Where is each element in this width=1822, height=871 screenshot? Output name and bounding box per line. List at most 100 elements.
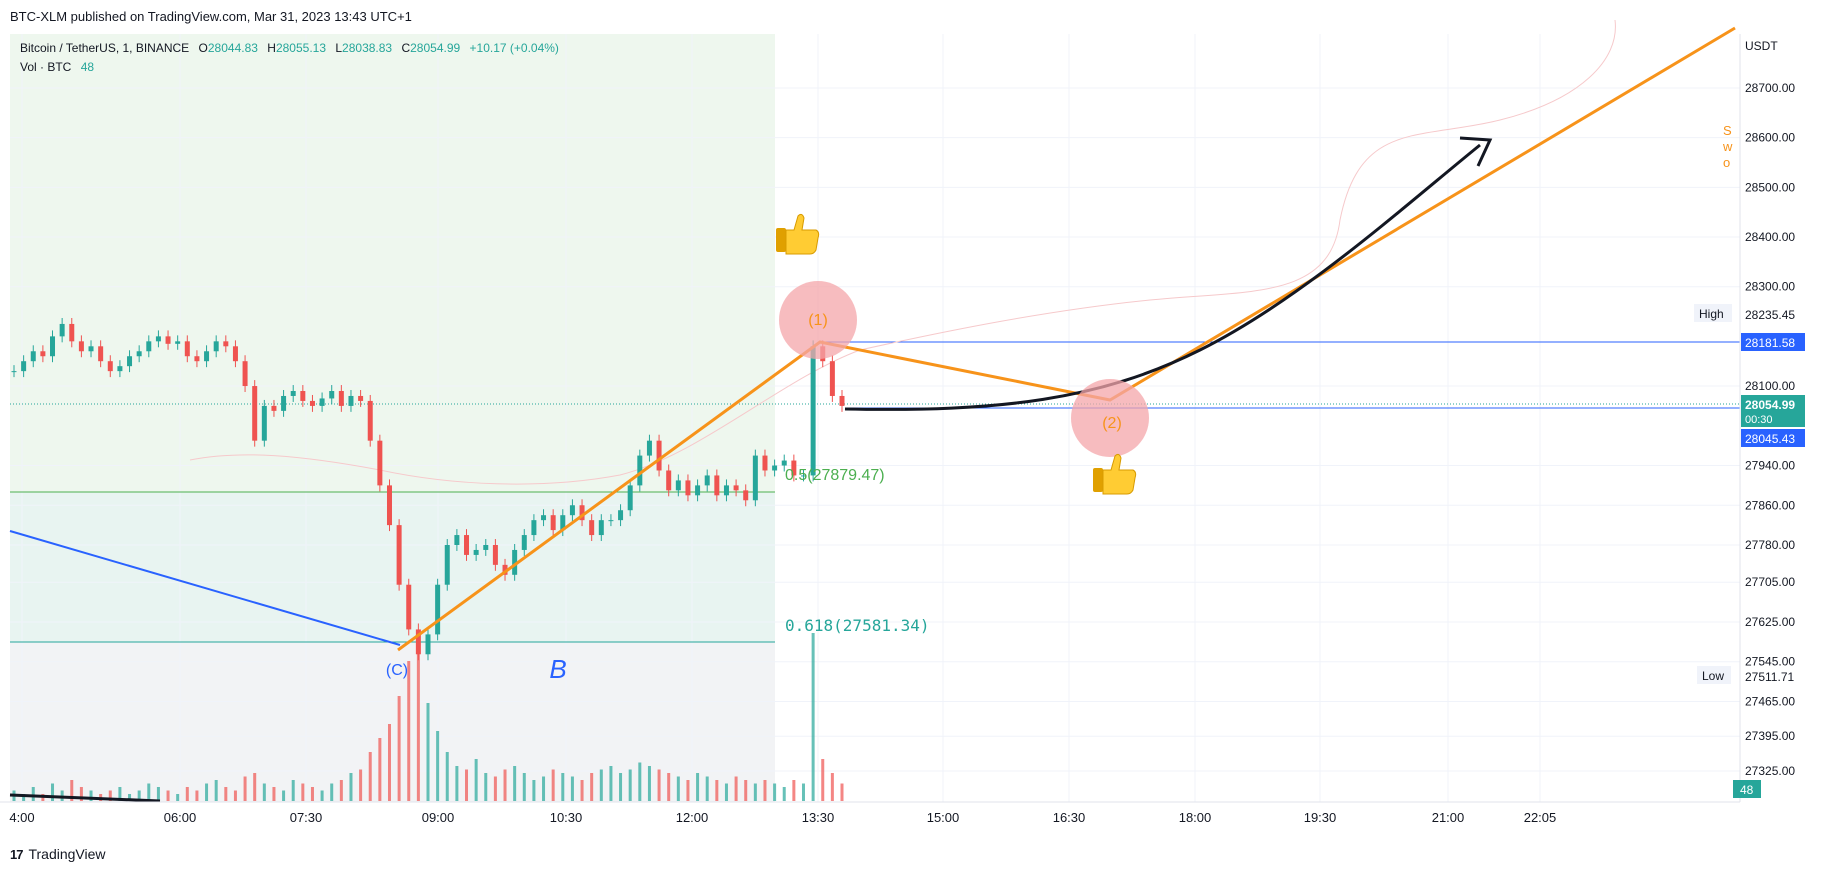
volume-bar <box>686 780 690 801</box>
candle-body <box>50 336 56 357</box>
volume-bar <box>503 769 507 801</box>
candle-body <box>204 351 210 362</box>
publish-header: BTC-XLM published on TradingView.com, Ma… <box>0 0 1822 34</box>
candle-body <box>512 549 518 575</box>
candle-body <box>69 323 75 342</box>
candle-body <box>560 515 566 531</box>
open-value: 28044.83 <box>208 41 258 55</box>
candle-body <box>541 515 547 521</box>
price-tick: 28700.00 <box>1745 81 1795 95</box>
candle-body <box>656 440 662 471</box>
candle-body <box>781 460 787 466</box>
time-tick: 18:00 <box>1179 810 1212 825</box>
volume-bar <box>773 783 777 801</box>
candle-body <box>521 535 527 550</box>
volume-bar <box>532 780 536 801</box>
low-tag-label: Low <box>1702 669 1724 683</box>
candle-body <box>772 465 778 471</box>
candle-body <box>464 535 470 555</box>
volume-bar <box>89 790 93 801</box>
volume-bar <box>262 783 266 801</box>
candle-body <box>743 490 749 501</box>
volume-bar <box>118 787 122 801</box>
candle-body <box>252 386 258 441</box>
candle-body <box>646 440 652 456</box>
candle-body <box>704 475 710 486</box>
volume-bar <box>272 787 276 801</box>
volume-badge-value: 48 <box>1740 783 1754 797</box>
volume-bar <box>465 769 469 801</box>
volume-badge <box>1733 780 1761 798</box>
candle-body <box>223 341 229 347</box>
candle-body <box>117 366 123 372</box>
volume-bars <box>12 633 844 801</box>
volume-bar <box>792 780 796 801</box>
price-tick: 27860.00 <box>1745 498 1795 512</box>
candle-body <box>733 485 739 491</box>
thumbs-up-icon <box>776 213 820 255</box>
candle-body <box>396 525 402 585</box>
candle-body <box>78 341 84 352</box>
volume-bar <box>551 769 555 801</box>
candle-body <box>155 336 161 342</box>
candle-body <box>829 361 835 396</box>
candle-body <box>589 520 595 536</box>
low-tag-bg <box>1697 666 1731 684</box>
volume-bar <box>830 773 834 801</box>
candle-body <box>136 351 142 357</box>
volume-bar <box>301 783 305 801</box>
volume-bar <box>561 773 565 801</box>
wave-1-label: (1) <box>808 312 828 329</box>
volume-bar <box>590 773 594 801</box>
candle-body <box>637 455 643 486</box>
change-value: +10.17 (+0.04%) <box>470 41 559 55</box>
candle-body <box>358 395 364 401</box>
volume-bar <box>214 780 218 801</box>
wave-2-circle <box>1071 379 1149 457</box>
time-tick: 13:30 <box>802 810 835 825</box>
orange-wave-path <box>397 26 1736 652</box>
volume-bar <box>763 780 767 801</box>
candle-body <box>11 371 17 373</box>
price-tick: 27940.00 <box>1745 459 1795 473</box>
price-tick: 27465.00 <box>1745 694 1795 708</box>
footer: 17 TradingView <box>10 846 106 862</box>
volume-bar <box>378 738 382 801</box>
candle-body <box>627 485 633 511</box>
candle-body <box>608 520 614 522</box>
price-tick: 28500.00 <box>1745 180 1795 194</box>
volume-bar <box>445 752 449 801</box>
candle-body <box>107 361 113 372</box>
candle-body <box>473 549 479 555</box>
volume-bar <box>166 790 170 801</box>
note-fragment: o <box>1723 155 1730 170</box>
volume-bar <box>339 780 343 801</box>
price-tick: 27545.00 <box>1745 655 1795 669</box>
price-tick: 28400.00 <box>1745 230 1795 244</box>
high-tag-label: High <box>1699 307 1724 321</box>
volume-bar <box>840 783 844 801</box>
candle-body <box>579 505 585 521</box>
candle-body <box>242 361 248 387</box>
candle-body <box>598 520 604 536</box>
volume-bar <box>513 766 517 801</box>
candle-body <box>271 405 277 411</box>
price-tick: 27395.00 <box>1745 729 1795 743</box>
countdown: 00:30 <box>1745 414 1773 426</box>
time-axis: 4:00 06:00 07:30 09:00 10:30 12:00 13:30 15:00 1… <box>9 810 1556 825</box>
candle-body <box>165 336 171 344</box>
svg-text:Vol · BTC 48: Vol · BTC 48 <box>20 60 94 74</box>
volume-bar <box>416 643 420 801</box>
volume-bar <box>156 787 160 801</box>
time-tick: 12:00 <box>676 810 709 825</box>
time-tick: 15:00 <box>927 810 960 825</box>
volume-bar <box>667 773 671 801</box>
price-tick: 28100.00 <box>1745 379 1795 393</box>
volume-bar <box>609 766 613 801</box>
volume-bar <box>195 790 199 801</box>
price-tick: 27780.00 <box>1745 538 1795 552</box>
last-price-value: 28054.99 <box>1745 398 1795 412</box>
volume-bar <box>647 766 651 801</box>
black-projection-arrow <box>844 143 1481 411</box>
